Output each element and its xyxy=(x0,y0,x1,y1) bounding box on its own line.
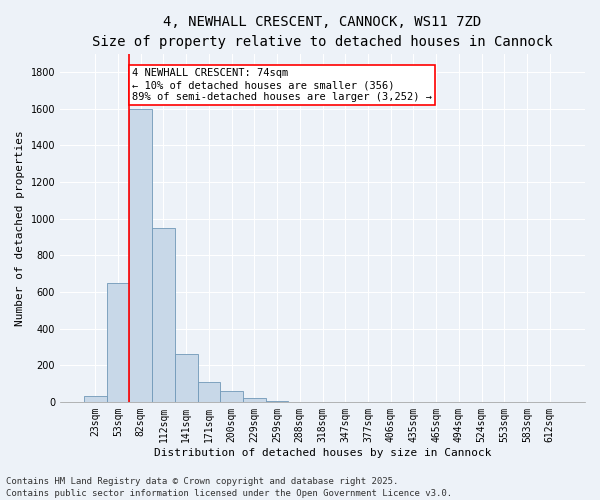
Text: Contains HM Land Registry data © Crown copyright and database right 2025.
Contai: Contains HM Land Registry data © Crown c… xyxy=(6,476,452,498)
Bar xyxy=(243,398,266,402)
Bar xyxy=(152,228,175,402)
Y-axis label: Number of detached properties: Number of detached properties xyxy=(15,130,25,326)
Text: 4 NEWHALL CRESCENT: 74sqm
← 10% of detached houses are smaller (356)
89% of semi: 4 NEWHALL CRESCENT: 74sqm ← 10% of detac… xyxy=(131,68,431,102)
Bar xyxy=(220,391,243,402)
Bar xyxy=(84,396,107,402)
Bar xyxy=(266,401,289,402)
X-axis label: Distribution of detached houses by size in Cannock: Distribution of detached houses by size … xyxy=(154,448,491,458)
Title: 4, NEWHALL CRESCENT, CANNOCK, WS11 7ZD
Size of property relative to detached hou: 4, NEWHALL CRESCENT, CANNOCK, WS11 7ZD S… xyxy=(92,15,553,48)
Bar xyxy=(130,109,152,402)
Bar xyxy=(175,354,197,402)
Bar xyxy=(107,283,130,402)
Bar xyxy=(197,382,220,402)
